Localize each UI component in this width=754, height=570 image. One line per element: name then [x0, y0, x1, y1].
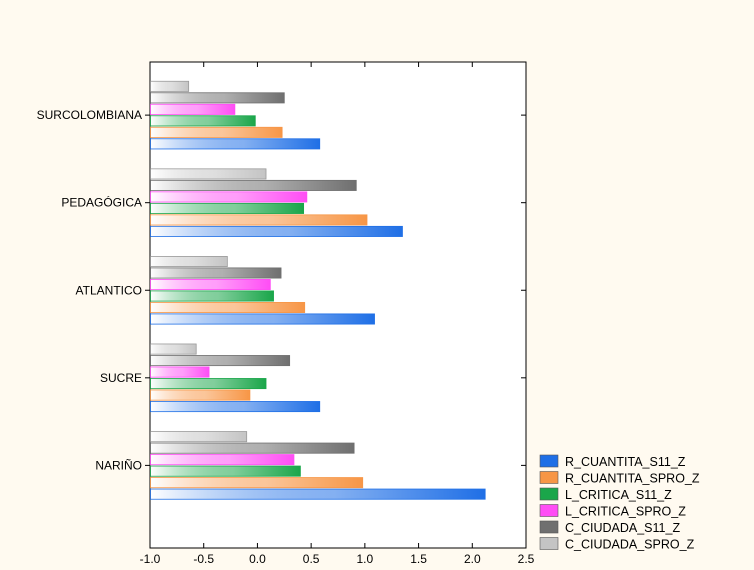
- bar-r-cuantita-spro-z-4: [150, 477, 364, 489]
- legend-label: C_CIUDADA_SPRO_Z: [565, 538, 695, 552]
- x-tick-label: 2.5: [518, 552, 535, 566]
- bar-r-cuantita-s11-z-1: [150, 225, 403, 237]
- bar-c-ciudada-spro-z-2: [150, 255, 228, 267]
- bar-l-critica-spro-z-2: [150, 278, 271, 290]
- bar-l-critica-s11-z-1: [150, 202, 305, 214]
- bar-r-cuantita-spro-z-3: [150, 389, 251, 401]
- bar-l-critica-spro-z-0: [150, 103, 236, 115]
- x-tick-label: 1.5: [410, 552, 427, 566]
- bar-l-critica-s11-z-0: [150, 115, 256, 127]
- legend-swatch: [539, 487, 559, 501]
- bar-c-ciudada-s11-z-2: [150, 267, 282, 279]
- bar-c-ciudada-s11-z-0: [150, 92, 285, 104]
- legend-swatch: [539, 520, 559, 534]
- category-label: SURCOLOMBIANA: [37, 108, 142, 122]
- legend-label: C_CIUDADA_S11_Z: [565, 521, 680, 535]
- axes-group: SURCOLOMBIANA PEDAGÓGICA ATLANTICO SUCRE NAR…: [37, 62, 535, 566]
- bar-l-critica-s11-z-2: [150, 290, 274, 302]
- bar-l-critica-spro-z-1: [150, 191, 308, 203]
- bar-r-cuantita-s11-z-4: [150, 488, 486, 500]
- bar-c-ciudada-s11-z-4: [150, 442, 355, 454]
- x-tick-label: 0.5: [303, 552, 320, 566]
- legend-label: R_CUANTITA_S11_Z: [565, 455, 686, 469]
- x-tick-label: 0.0: [249, 552, 266, 566]
- x-tick-label: -1.0: [140, 552, 161, 566]
- legend-swatch: [539, 454, 559, 468]
- bar-l-critica-spro-z-3: [150, 366, 210, 378]
- bar-r-cuantita-s11-z-0: [150, 138, 321, 150]
- x-tick-label: -0.5: [193, 552, 214, 566]
- category-label: PEDAGÓGICA: [61, 195, 142, 210]
- x-tick-label: 2.0: [464, 552, 481, 566]
- bars-group: [150, 80, 486, 500]
- bar-c-ciudada-spro-z-0: [150, 80, 190, 92]
- legend-label: L_CRITICA_S11_Z: [565, 488, 672, 502]
- legend: R_CUANTITA_S11_Z R_CUANTITA_SPRO_Z L_CRITI…: [539, 454, 700, 552]
- bar-l-critica-s11-z-4: [150, 465, 301, 477]
- bar-l-critica-spro-z-4: [150, 454, 295, 466]
- category-label: SUCRE: [100, 371, 142, 385]
- bar-c-ciudada-s11-z-3: [150, 355, 291, 367]
- bar-c-ciudada-spro-z-4: [150, 431, 248, 443]
- bar-r-cuantita-spro-z-2: [150, 301, 306, 313]
- legend-swatch: [539, 537, 559, 550]
- bar-c-ciudada-spro-z-1: [150, 168, 267, 180]
- bar-l-critica-s11-z-3: [150, 378, 267, 390]
- category-label: NARIÑO: [95, 458, 142, 472]
- category-label: ATLANTICO: [76, 283, 142, 297]
- legend-swatch: [539, 504, 559, 517]
- x-tick-label: 1.0: [357, 552, 374, 566]
- legend-label: L_CRITICA_SPRO_Z: [565, 505, 686, 519]
- legend-label: R_CUANTITA_SPRO_Z: [565, 472, 700, 486]
- legend-swatch: [539, 471, 559, 484]
- bar-r-cuantita-spro-z-0: [150, 126, 283, 138]
- bar-c-ciudada-spro-z-3: [150, 343, 197, 355]
- bar-r-cuantita-s11-z-3: [150, 401, 321, 413]
- bar-r-cuantita-s11-z-2: [150, 313, 375, 325]
- bar-r-cuantita-spro-z-1: [150, 214, 368, 226]
- bar-c-ciudada-s11-z-1: [150, 179, 357, 191]
